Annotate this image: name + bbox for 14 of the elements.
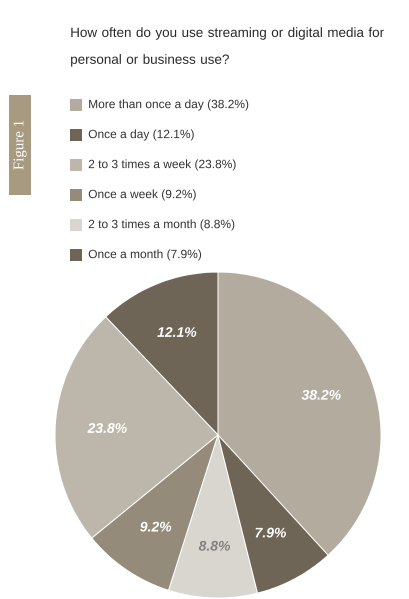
data-label: 7.9% — [256, 528, 286, 538]
data-label: 8.8% — [198, 540, 230, 551]
data-label: 12.1% — [157, 327, 196, 337]
legend-label: More than once a day (38.2%) — [89, 99, 248, 111]
legend-label: Once a week (9.2%) — [88, 189, 196, 201]
data-label: 9.2% — [140, 522, 172, 532]
chart-title: How often do you use streaming or digital media for personal or business use? — [71, 27, 384, 67]
legend-label: 2 to 3 times a month (8.8%) — [88, 219, 234, 231]
data-label: 38.2% — [302, 390, 341, 400]
legend-label: 2 to 3 times a week (23.8%) — [88, 159, 236, 171]
legend-label: Once a day (12.1%) — [88, 129, 194, 141]
legend-label: Once a month (7.9%) — [88, 249, 202, 261]
data-label: 23.8% — [87, 423, 127, 433]
caption: Figure 1 — [13, 120, 27, 170]
